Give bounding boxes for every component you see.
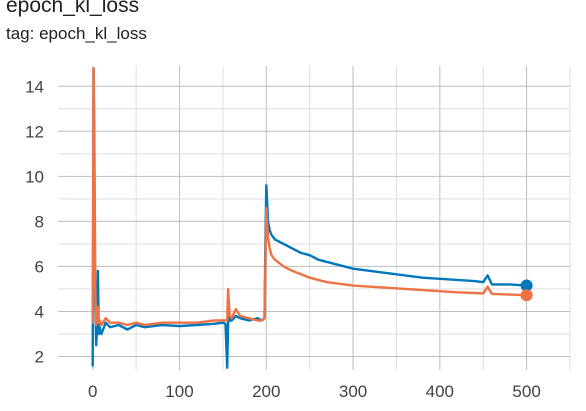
chart-tag: tag: epoch_kl_loss — [6, 24, 147, 43]
x-tick-label: 400 — [426, 382, 454, 401]
x-tick-label: 200 — [252, 382, 280, 401]
y-tick-label: 12 — [25, 122, 44, 141]
y-tick-label: 10 — [25, 167, 44, 186]
y-tick-label: 8 — [35, 212, 44, 231]
series-end-marker-1 — [520, 279, 533, 292]
y-tick-label: 4 — [35, 302, 44, 321]
series-line-2 — [91, 67, 528, 327]
series — [91, 67, 533, 369]
y-tick-label: 6 — [35, 257, 44, 276]
y-tick-label: 2 — [35, 347, 44, 366]
tick-labels: 0 100 200 300 400 500 2 4 6 8 10 12 14 — [25, 77, 541, 401]
y-tick-label: 14 — [25, 77, 44, 96]
x-tick-label: 100 — [165, 382, 193, 401]
grid — [58, 66, 571, 370]
x-tick-label: 500 — [512, 382, 540, 401]
series-end-marker-2 — [520, 289, 533, 302]
series-line-1 — [91, 67, 528, 369]
x-tick-label: 300 — [339, 382, 367, 401]
chart-title: epoch_kl_loss — [6, 0, 140, 17]
x-tick-label: 0 — [88, 382, 97, 401]
